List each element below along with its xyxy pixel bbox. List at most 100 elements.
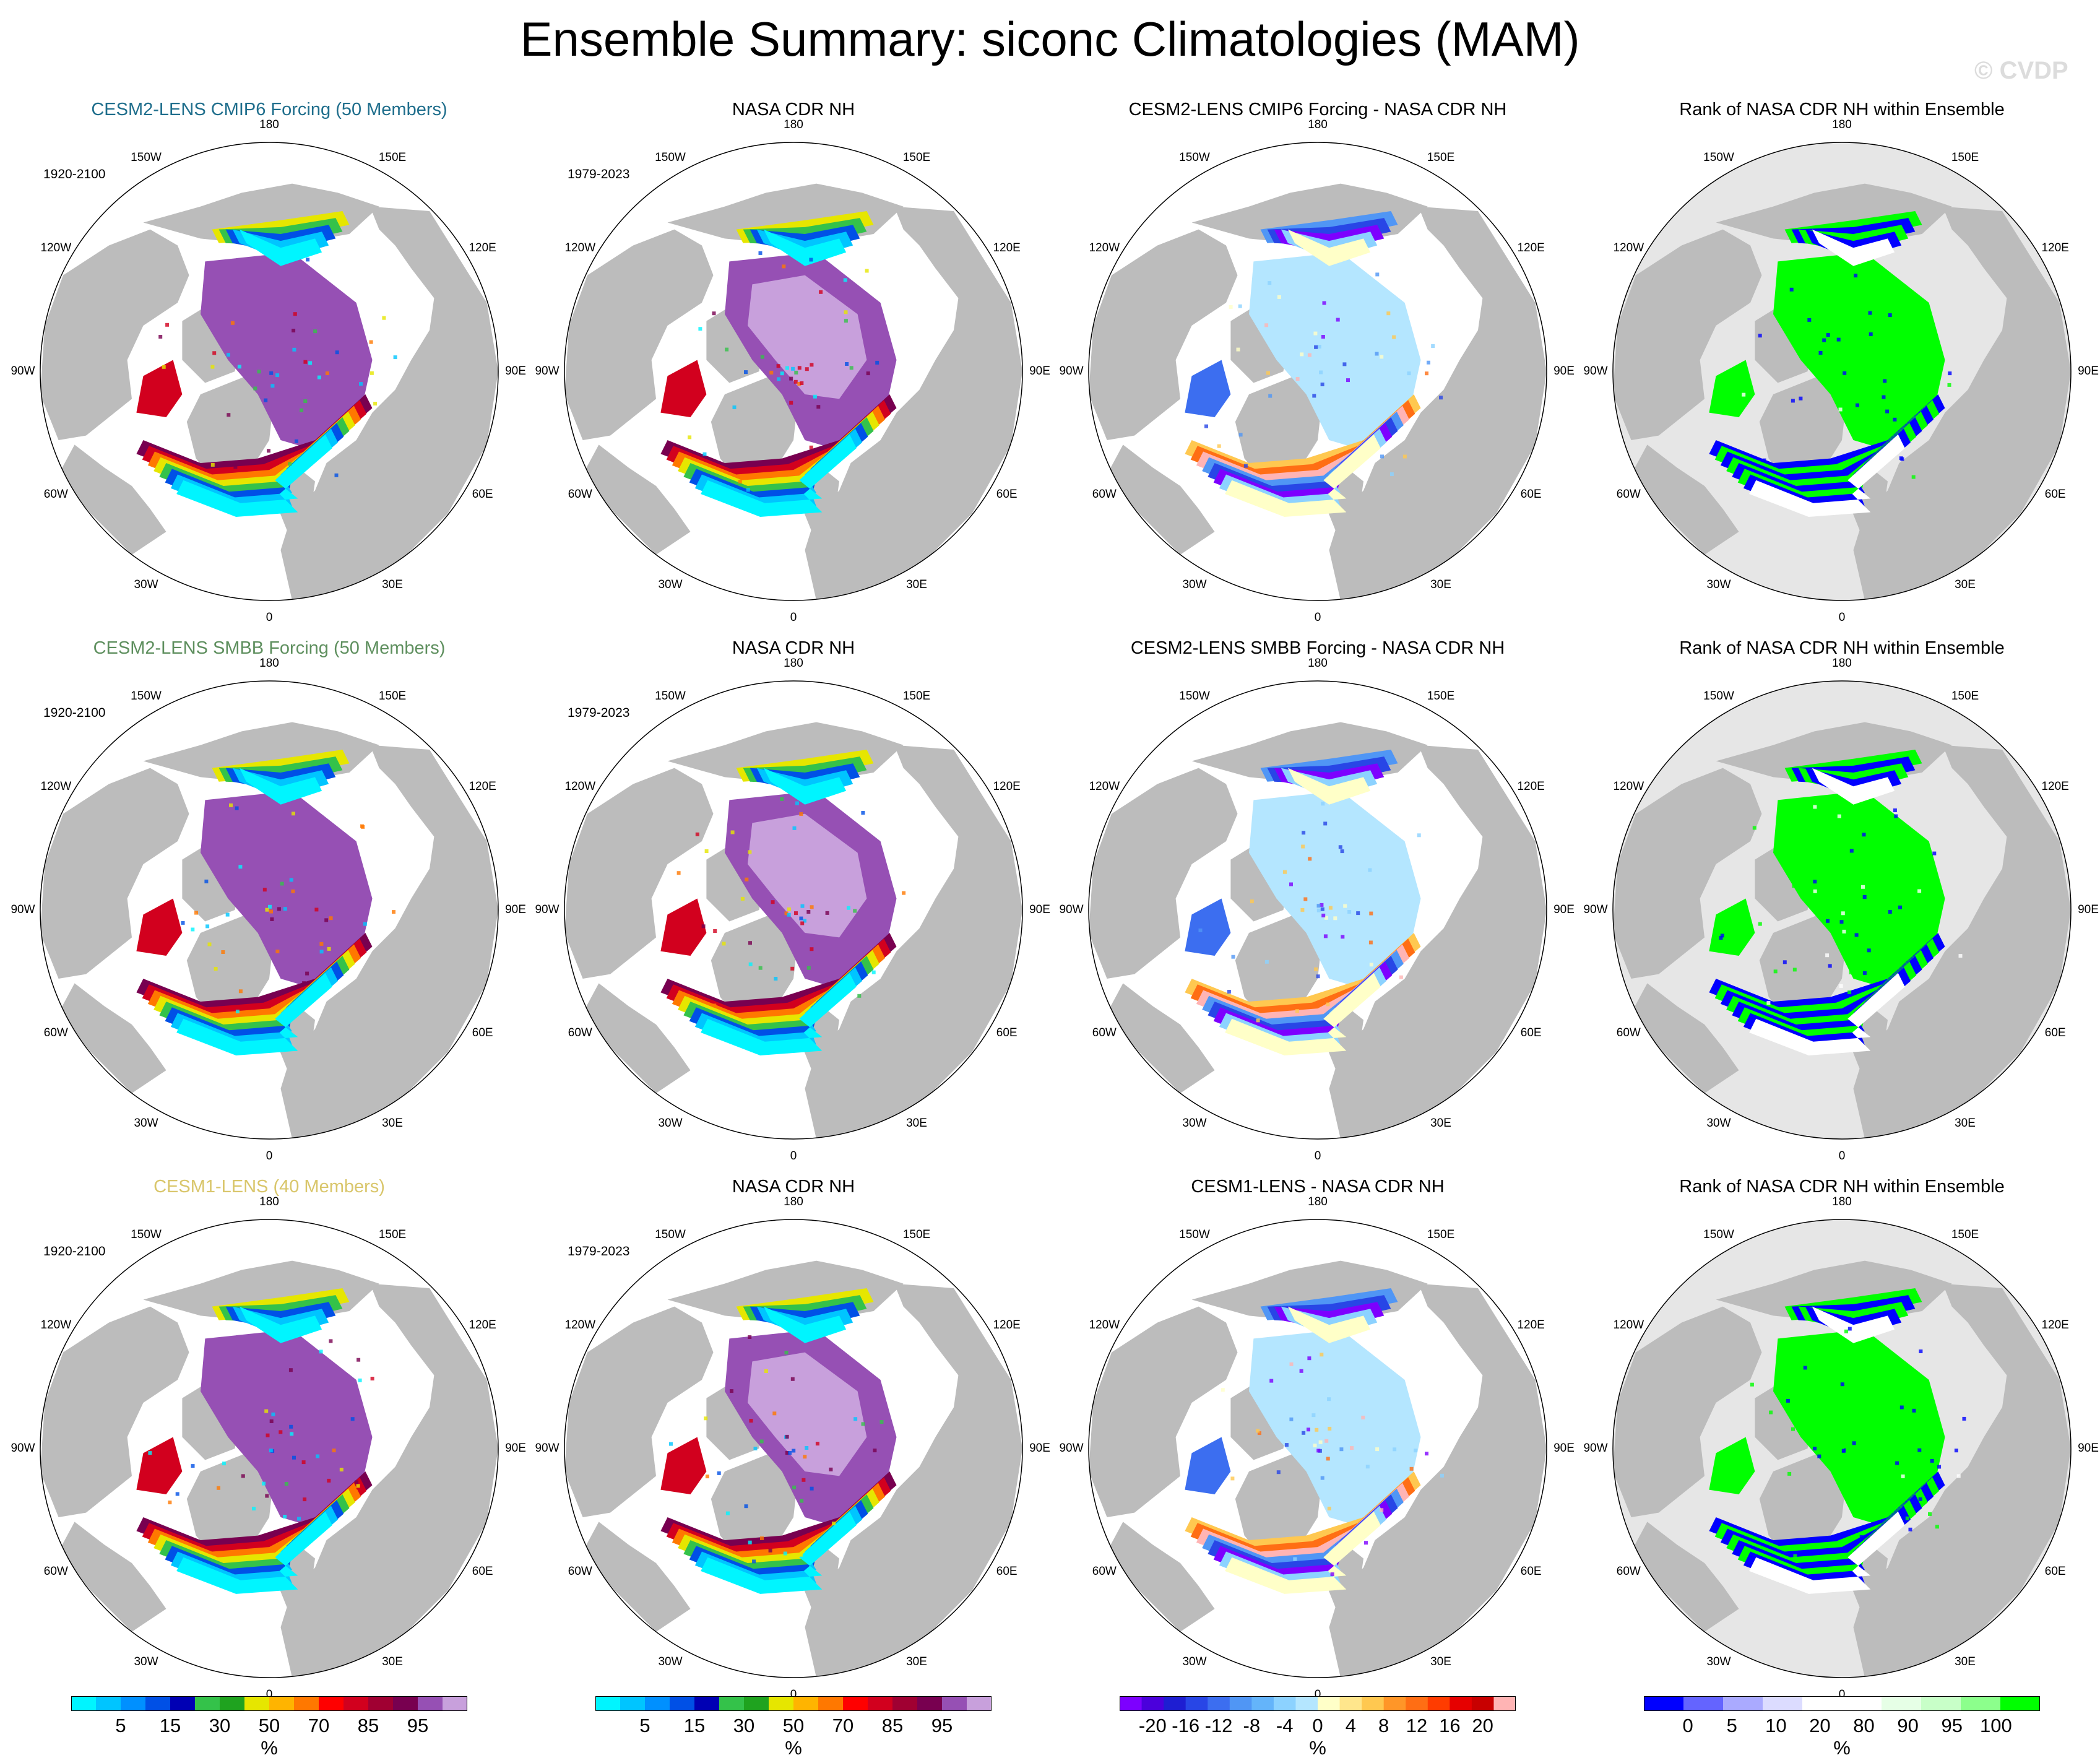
colorbar-swatch bbox=[892, 1696, 918, 1711]
colorbar-tick-label: 5 bbox=[1726, 1715, 1737, 1736]
colorbar-tick-label: 100 bbox=[1980, 1715, 2012, 1736]
panel-title-r2-c4: Rank of NASA CDR NH within Ensemble bbox=[1679, 638, 2005, 658]
colorbar-tick-label: -12 bbox=[1204, 1715, 1233, 1736]
longitude-label: 30E bbox=[382, 578, 403, 591]
longitude-label: 90E bbox=[1029, 903, 1050, 916]
longitude-label: 150W bbox=[131, 1228, 162, 1242]
longitude-label: 150W bbox=[1179, 1228, 1210, 1242]
colorbar-tick-label: 30 bbox=[209, 1715, 231, 1736]
longitude-label: 60W bbox=[568, 488, 592, 501]
longitude-label: 30W bbox=[1182, 578, 1207, 591]
panel-title-r3-c4: Rank of NASA CDR NH within Ensemble bbox=[1679, 1177, 2005, 1197]
longitude-label: 30W bbox=[658, 1655, 683, 1668]
panel-title-r3-c1: CESM1-LENS (40 Members) bbox=[153, 1177, 385, 1197]
main-title: Ensemble Summary: siconc Climatologies (… bbox=[520, 12, 1580, 66]
colorbar-swatch bbox=[1318, 1696, 1341, 1711]
longitude-label: 30E bbox=[1430, 1655, 1451, 1668]
colorbar-swatch bbox=[170, 1696, 196, 1711]
colorbar-swatch bbox=[1251, 1696, 1274, 1711]
land-mass bbox=[40, 722, 498, 1139]
longitude-label: 30E bbox=[1955, 1116, 1976, 1130]
colorbar-swatch bbox=[1427, 1696, 1450, 1711]
longitude-label: 150W bbox=[655, 1228, 686, 1242]
colorbar-2 bbox=[595, 1696, 992, 1711]
map-border bbox=[564, 1219, 1023, 1678]
colorbar-swatch bbox=[1383, 1696, 1406, 1711]
colorbar-swatch bbox=[694, 1696, 720, 1711]
colorbar-unit: % bbox=[1833, 1737, 1851, 1759]
colorbar-swatch bbox=[1921, 1696, 1961, 1711]
longitude-label: 150W bbox=[1703, 1228, 1734, 1242]
longitude-label: 30W bbox=[658, 578, 683, 591]
colorbar-tick-label: 95 bbox=[931, 1715, 953, 1736]
longitude-label: 150W bbox=[1179, 151, 1210, 165]
longitude-label: 60W bbox=[1616, 1565, 1641, 1578]
map-border bbox=[1088, 1219, 1547, 1678]
years-label-r2-c2: 1979-2023 bbox=[568, 706, 630, 720]
colorbar-3 bbox=[1120, 1696, 1516, 1711]
longitude-label: 60E bbox=[996, 1026, 1018, 1039]
colorbar-swatch bbox=[145, 1696, 171, 1711]
longitude-label: 90W bbox=[11, 365, 35, 378]
longitude-label: 180 bbox=[259, 118, 279, 131]
longitude-label: 90W bbox=[535, 1442, 560, 1455]
colorbar-swatch bbox=[1141, 1696, 1164, 1711]
colorbar-swatch bbox=[818, 1696, 844, 1711]
colorbar-swatch bbox=[1208, 1696, 1230, 1711]
longitude-label: 150E bbox=[1427, 151, 1455, 165]
colorbar-unit: % bbox=[261, 1737, 278, 1759]
longitude-label: 30E bbox=[1955, 578, 1976, 591]
colorbar-swatch bbox=[1362, 1696, 1385, 1711]
longitude-label: 90E bbox=[2078, 903, 2099, 916]
colorbar-unit: % bbox=[1309, 1737, 1326, 1759]
longitude-label: 150E bbox=[378, 151, 407, 165]
longitude-label: 60W bbox=[1616, 488, 1641, 501]
longitude-label: 120W bbox=[1089, 241, 1120, 254]
longitude-label: 30W bbox=[1182, 1116, 1207, 1130]
polar-map-r1-c1 bbox=[40, 142, 499, 601]
longitude-label: 90W bbox=[11, 903, 35, 916]
colorbar-swatch bbox=[1406, 1696, 1428, 1711]
longitude-label: 180 bbox=[784, 1195, 803, 1208]
longitude-label: 60E bbox=[472, 488, 493, 501]
panel-title-r1-c4: Rank of NASA CDR NH within Ensemble bbox=[1679, 100, 2005, 119]
colorbar-tick-label: -4 bbox=[1276, 1715, 1294, 1736]
colorbar-swatch bbox=[269, 1696, 295, 1711]
longitude-label: 0 bbox=[1314, 1150, 1321, 1163]
colorbar-swatch bbox=[744, 1696, 769, 1711]
longitude-label: 60W bbox=[568, 1565, 592, 1578]
longitude-label: 0 bbox=[790, 1688, 797, 1701]
colorbar-tick-label: 70 bbox=[308, 1715, 330, 1736]
colorbar-swatch bbox=[620, 1696, 646, 1711]
longitude-label: 150E bbox=[1951, 690, 1979, 703]
longitude-label: 0 bbox=[790, 1150, 797, 1163]
longitude-label: 150W bbox=[1703, 151, 1734, 165]
longitude-label: 180 bbox=[1308, 118, 1328, 131]
longitude-label: 90W bbox=[1583, 365, 1608, 378]
longitude-label: 60E bbox=[2044, 1565, 2066, 1578]
colorbar-swatch bbox=[942, 1696, 967, 1711]
colorbar-swatch bbox=[1493, 1696, 1516, 1711]
longitude-label: 30W bbox=[1182, 1655, 1207, 1668]
colorbar-tick-label: 85 bbox=[881, 1715, 904, 1736]
map-border bbox=[40, 1219, 499, 1678]
colorbar-swatch bbox=[244, 1696, 270, 1711]
longitude-label: 120W bbox=[564, 1319, 596, 1332]
longitude-label: 30E bbox=[906, 1655, 927, 1668]
longitude-label: 0 bbox=[1838, 611, 1846, 624]
longitude-label: 120E bbox=[993, 241, 1021, 254]
longitude-label: 60W bbox=[1616, 1026, 1641, 1039]
colorbar-swatch bbox=[1229, 1696, 1252, 1711]
longitude-label: 120E bbox=[2041, 241, 2069, 254]
map-border bbox=[40, 142, 499, 601]
map-border bbox=[1088, 680, 1547, 1140]
colorbar-swatch bbox=[71, 1696, 97, 1711]
longitude-label: 0 bbox=[1838, 1688, 1846, 1701]
colorbar-swatch bbox=[868, 1696, 893, 1711]
colorbar-swatch bbox=[344, 1696, 369, 1711]
longitude-label: 150W bbox=[131, 151, 162, 165]
colorbar-tick-label: 0 bbox=[1682, 1715, 1693, 1736]
longitude-label: 60W bbox=[43, 1026, 68, 1039]
colorbar-tick-label: 8 bbox=[1378, 1715, 1389, 1736]
colorbar-swatch bbox=[443, 1696, 467, 1711]
